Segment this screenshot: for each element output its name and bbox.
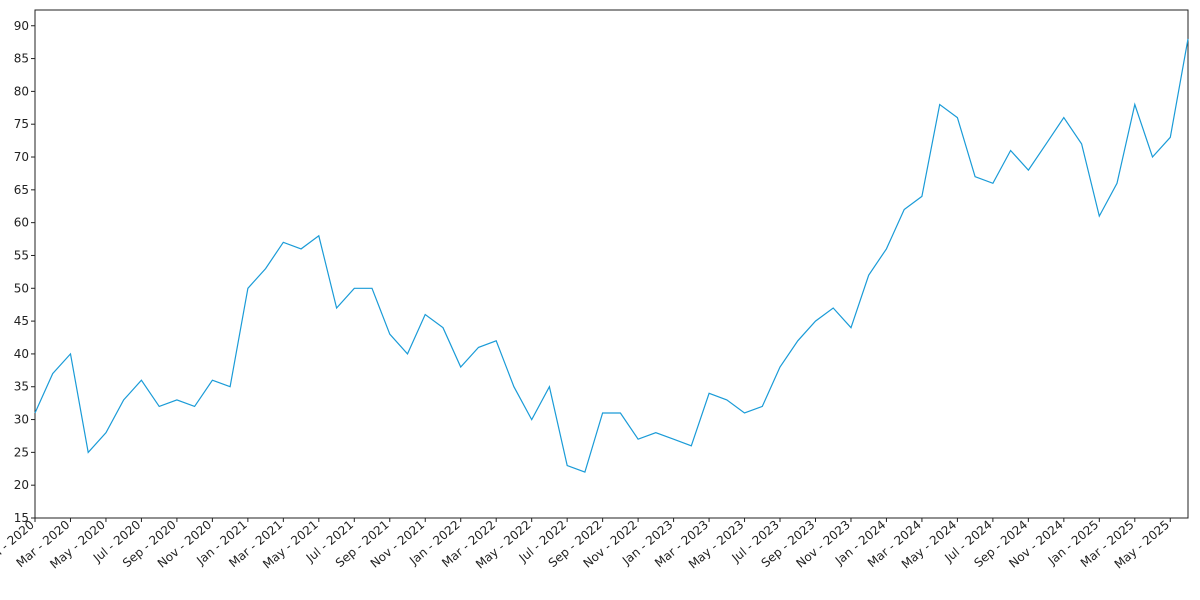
y-tick-label: 80 bbox=[14, 84, 29, 98]
y-tick-label: 90 bbox=[14, 19, 29, 33]
y-tick-label: 65 bbox=[14, 183, 29, 197]
y-tick-label: 25 bbox=[14, 445, 29, 459]
y-tick-label: 45 bbox=[14, 314, 29, 328]
y-tick-label: 30 bbox=[14, 413, 29, 427]
plot-frame bbox=[34, 9, 1189, 519]
y-tick-label: 70 bbox=[14, 150, 29, 164]
y-tick-label: 35 bbox=[14, 380, 29, 394]
y-tick-label: 15 bbox=[14, 511, 29, 525]
y-tick-label: 85 bbox=[14, 52, 29, 66]
y-tick-label: 75 bbox=[14, 117, 29, 131]
y-tick-label: 20 bbox=[14, 478, 29, 492]
y-tick-label: 40 bbox=[14, 347, 29, 361]
y-tick-label: 55 bbox=[14, 248, 29, 262]
price-line bbox=[34, 38, 1189, 473]
y-tick-label: 50 bbox=[14, 281, 29, 295]
y-tick-label: 60 bbox=[14, 216, 29, 230]
